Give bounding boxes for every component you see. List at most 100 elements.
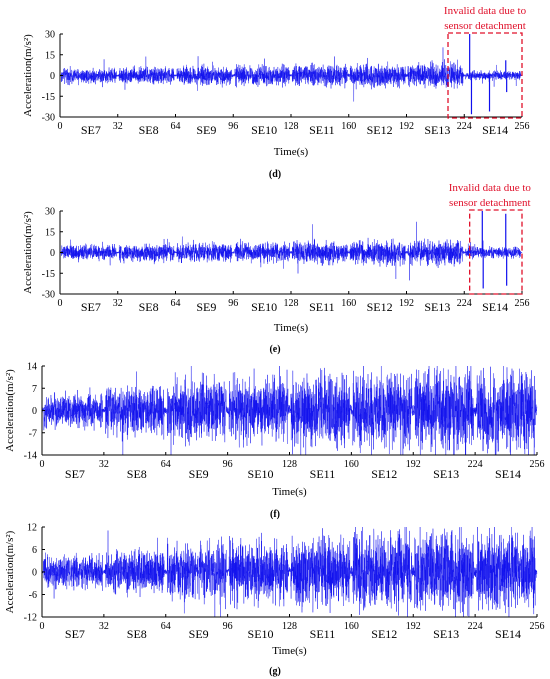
segment-label: SE11 <box>309 123 335 137</box>
segment-label: SE12 <box>367 123 393 137</box>
panel-label: (f) <box>270 509 280 520</box>
x-tick-label: 64 <box>161 621 171 632</box>
x-tick-label: 64 <box>161 459 171 470</box>
segment-label: SE8 <box>127 467 147 481</box>
x-tick-label: 96 <box>223 621 233 632</box>
segment-label: SE10 <box>251 123 277 137</box>
x-tick-label: 192 <box>406 621 421 632</box>
chart-panel-1: 0 32 64 96 128 160 192 224 256 -30 -15 0 15 30 SE7 SE8 S… <box>22 5 530 180</box>
panel-label: (e) <box>269 344 280 355</box>
x-tick-label: 192 <box>406 459 421 470</box>
y-tick-label: 14 <box>27 362 37 373</box>
segment-label: SE13 <box>424 123 450 137</box>
x-tick-label: 0 <box>58 121 63 132</box>
panel-label: (d) <box>269 169 281 180</box>
y-tick-label: 0 <box>50 71 55 82</box>
segment-label: SE14 <box>495 467 521 481</box>
y-axis-title: Acceleration(m/s²) <box>4 369 16 452</box>
segment-label: SE8 <box>127 627 147 641</box>
y-tick-label: 0 <box>50 248 55 259</box>
x-tick-label: 160 <box>344 459 359 470</box>
y-tick-label: 7 <box>32 384 37 395</box>
x-tick-label: 32 <box>99 459 109 470</box>
y-tick-label: -15 <box>42 269 55 280</box>
y-tick-label: 0 <box>32 406 37 417</box>
x-axis-title: Time(s) <box>272 486 307 498</box>
y-tick-label: -7 <box>29 428 37 439</box>
annotation-text: sensor detachment <box>449 197 531 209</box>
y-tick-label: 0 <box>32 568 37 579</box>
x-tick-label: 128 <box>282 621 297 632</box>
segment-label: SE9 <box>189 467 209 481</box>
panel-label: (g) <box>269 666 281 677</box>
segment-label: SE10 <box>248 467 274 481</box>
x-tick-label: 32 <box>113 121 123 132</box>
y-tick-label: -14 <box>24 451 37 462</box>
segment-label: SE12 <box>371 467 397 481</box>
y-tick-label: 30 <box>45 207 55 218</box>
x-tick-label: 224 <box>468 621 483 632</box>
segment-label: SE9 <box>196 123 216 137</box>
y-tick-label: 6 <box>32 545 37 556</box>
segment-label: SE14 <box>495 627 521 641</box>
y-tick-label: -30 <box>42 290 55 301</box>
segment-label: SE10 <box>251 300 277 314</box>
segment-label: SE12 <box>371 627 397 641</box>
segment-label: SE11 <box>310 627 336 641</box>
x-tick-label: 0 <box>40 621 45 632</box>
invalid-data-box <box>469 209 523 295</box>
x-tick-label: 224 <box>457 298 472 309</box>
x-tick-label: 64 <box>171 121 181 132</box>
invalid-data-box <box>447 32 523 119</box>
x-tick-label: 64 <box>171 298 181 309</box>
x-tick-label: 256 <box>515 298 530 309</box>
segment-label: SE12 <box>367 300 393 314</box>
x-axis-title: Time(s) <box>272 645 307 657</box>
y-tick-label: -12 <box>24 613 37 624</box>
y-tick-label: -30 <box>42 113 55 124</box>
x-tick-label: 192 <box>399 121 414 132</box>
y-axis-title: Acceleration(m/s²) <box>22 34 34 117</box>
x-tick-label: 224 <box>468 459 483 470</box>
signal-series <box>59 221 523 281</box>
x-tick-label: 256 <box>515 121 530 132</box>
x-tick-label: 32 <box>113 298 123 309</box>
x-tick-label: 128 <box>284 298 299 309</box>
segment-label: SE7 <box>81 300 101 314</box>
chart-panel-4: 0 32 64 96 128 160 192 224 256 -12 -6 0 6 12 SE7 SE8 SE9… <box>4 523 545 678</box>
y-tick-label: 12 <box>27 523 37 534</box>
y-axis-title: Acceleration(m/s²) <box>4 530 16 613</box>
x-tick-label: 96 <box>228 121 238 132</box>
x-tick-label: 160 <box>341 298 356 309</box>
y-tick-label: -6 <box>29 590 37 601</box>
x-tick-label: 256 <box>530 459 545 470</box>
x-tick-label: 128 <box>284 121 299 132</box>
signal-series <box>41 526 538 618</box>
x-tick-label: 32 <box>99 621 109 632</box>
x-tick-label: 160 <box>341 121 356 132</box>
x-tick-label: 192 <box>399 298 414 309</box>
chart-panel-2: 0 32 64 96 128 160 192 224 256 -30 -15 0 15 30 SE7 SE8 S… <box>22 182 531 355</box>
annotation-text: Invalid data due to <box>449 182 532 194</box>
segment-label: SE7 <box>65 467 85 481</box>
x-axis-title: Time(s) <box>274 322 309 334</box>
y-axis-title: Acceleration(m/s²) <box>22 211 34 294</box>
segment-label: SE11 <box>309 300 335 314</box>
annotation-text: Invalid data due to <box>444 5 527 17</box>
y-tick-label: 15 <box>45 50 55 61</box>
y-tick-label: -15 <box>42 92 55 103</box>
x-tick-label: 0 <box>58 298 63 309</box>
x-tick-label: 96 <box>228 298 238 309</box>
x-axis-title: Time(s) <box>274 146 309 158</box>
segment-label: SE9 <box>196 300 216 314</box>
x-tick-label: 256 <box>530 621 545 632</box>
y-tick-label: 30 <box>45 30 55 41</box>
segment-label: SE14 <box>482 300 508 314</box>
x-tick-label: 160 <box>344 621 359 632</box>
segment-label: SE11 <box>310 467 336 481</box>
x-tick-label: 0 <box>40 459 45 470</box>
segment-label: SE13 <box>433 467 459 481</box>
y-tick-label: 15 <box>45 227 55 238</box>
annotation-text: sensor detachment <box>444 20 526 32</box>
